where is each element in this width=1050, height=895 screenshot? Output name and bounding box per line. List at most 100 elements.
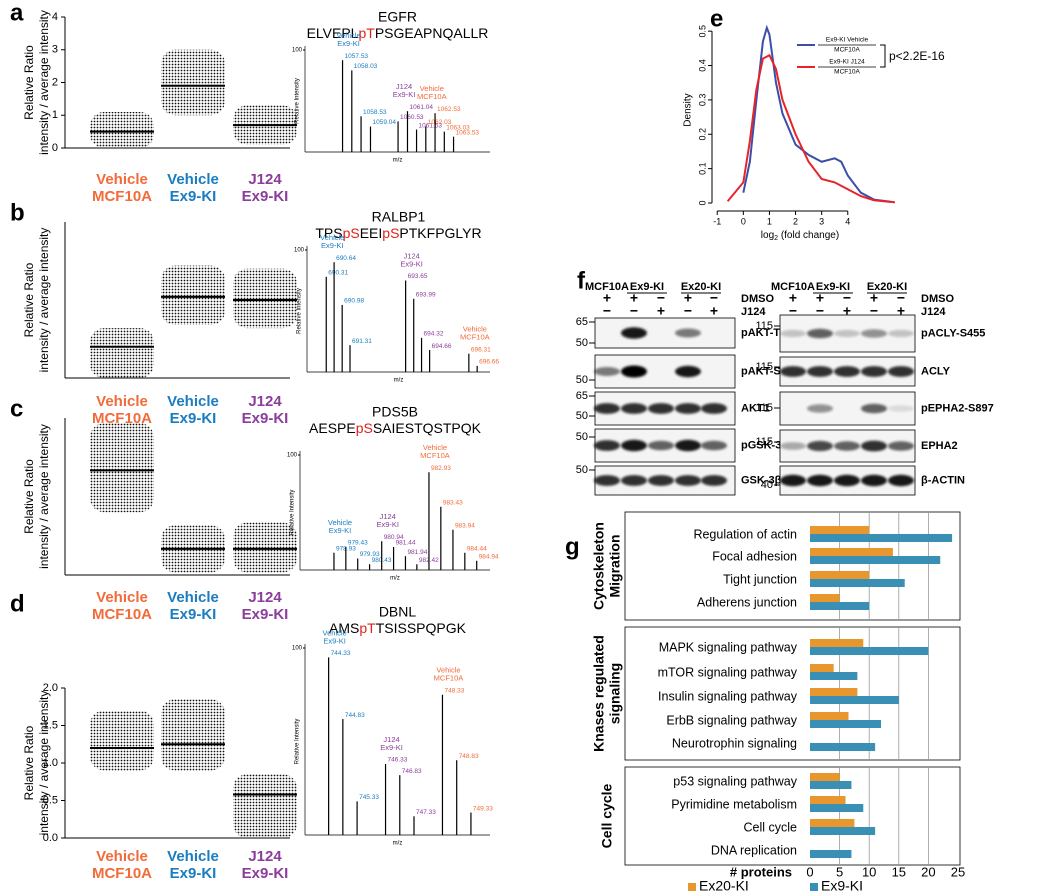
peptide-title: DBNL [379,604,417,620]
dot-cloud [90,423,154,513]
y-tick-label: 4 [52,11,58,23]
treatment-sign: − [897,290,905,306]
treatment-sign: + [657,303,665,319]
peak-label: 1061.53 [419,122,443,129]
band [861,403,887,414]
panel-letter: d [10,590,25,617]
x-tick-label: 2 [793,216,798,226]
category-label: MCF10A [92,410,152,427]
mw-marker: 50 [576,410,588,422]
group-label: signaling [607,663,623,724]
y-axis-label: Relative Intensity [295,719,301,765]
bar [810,639,864,647]
mw-marker: 115 [755,361,773,373]
legend-label: Ex9-KI J124 [829,59,865,66]
category-label: Focal adhesion [712,549,797,563]
sequence-part: AESPE [309,420,356,436]
mw-marker: 50 [576,464,588,476]
sequence-part: ELVEPL [307,25,359,41]
category-label: Regulation of actin [693,527,797,541]
peak-label: 690.31 [328,270,348,277]
y-axis-label: Density [683,93,694,126]
y-tick-label: 1 [52,109,58,121]
peak-label: 693.65 [408,273,428,280]
peptide-title: EGFR [378,9,417,25]
category-label: Ex9-KI [170,188,217,205]
treatment-sign: − [816,303,824,319]
peak-label: 984.94 [479,554,499,561]
category-label: Vehicle [96,171,148,188]
panel-letter: c [10,395,23,422]
group-header: MCF10A [585,281,629,293]
series-name: J124 [383,735,399,744]
legend-label: Ex20-KI [699,878,749,894]
band [594,475,620,486]
y-tick-label: 1.0 [43,757,58,769]
bar [810,804,864,812]
mw-marker: 50 [576,374,588,386]
category-label: ErbB signaling pathway [666,713,797,727]
treatment-sign: + [816,290,824,306]
x-label-part: log [761,230,774,241]
treatment-label: J124 [921,306,946,318]
series-name: MCF10A [417,92,447,101]
panel-letter: b [10,199,25,226]
bar [810,796,846,804]
x-label-part: (fold change) [778,230,839,241]
bar [810,827,876,835]
treatment-sign: − [684,303,692,319]
treatment-sign: − [870,303,878,319]
category-label: Ex9-KI [170,410,217,427]
row-label: pACLY-S455 [921,327,985,339]
legend-label: MCF10A [834,69,860,76]
peak-label: 1060.53 [400,114,424,121]
x-tick-label: 0 [806,864,813,879]
band [780,474,806,487]
blot-panel [594,317,736,349]
x-label-part: 2 [774,235,778,242]
mw-marker: 115 [755,436,773,448]
dot-cloud [161,265,225,325]
bar [810,688,858,696]
category-label: Vehicle [96,848,148,865]
peak-label: 1061.04 [409,104,433,111]
bar [810,534,953,542]
treatment-sign: + [843,303,851,319]
band [888,441,914,451]
peak-label: 693.99 [416,292,436,299]
x-tick-label: 5 [836,864,843,879]
band [675,475,701,486]
band [888,329,914,338]
series-name: MCF10A [460,333,490,342]
band [594,440,620,451]
treatment-sign: − [603,303,611,319]
bar [810,602,870,610]
category-label: Vehicle [167,171,219,188]
sequence-part: pT [358,25,375,41]
bar [810,672,858,680]
peak-label: 690.98 [344,298,364,305]
y-axis-label: intensity / average intensity [37,691,51,836]
series-name: Ex9-KI [376,520,399,529]
category-label: Insulin signaling pathway [658,689,798,703]
peak-label: 983.94 [455,522,475,529]
bar [810,819,855,827]
treatment-sign: + [710,303,718,319]
peak-label: 1063.53 [456,129,480,136]
series-name: J124 [403,251,419,260]
panel-letter: f [577,267,586,294]
peptide-title: PDS5B [372,404,418,420]
y-axis-label: Relative Intensity [297,288,303,334]
y-tick-label: 0.4 [697,59,707,72]
band [675,439,701,452]
y-tick-label: 0 [52,142,58,154]
legend-swatch [810,883,818,891]
panel-letter: e [710,5,723,32]
dot-cloud [90,111,154,148]
category-label: DNA replication [711,843,797,857]
row-label: pEPHA2-S897 [921,402,994,414]
band [888,366,914,377]
peptide-sequence: ELVEPLpTPSGEAPNQALLR [307,25,489,41]
peak-label: 980.94 [384,534,404,541]
series-name: J124 [380,512,396,521]
